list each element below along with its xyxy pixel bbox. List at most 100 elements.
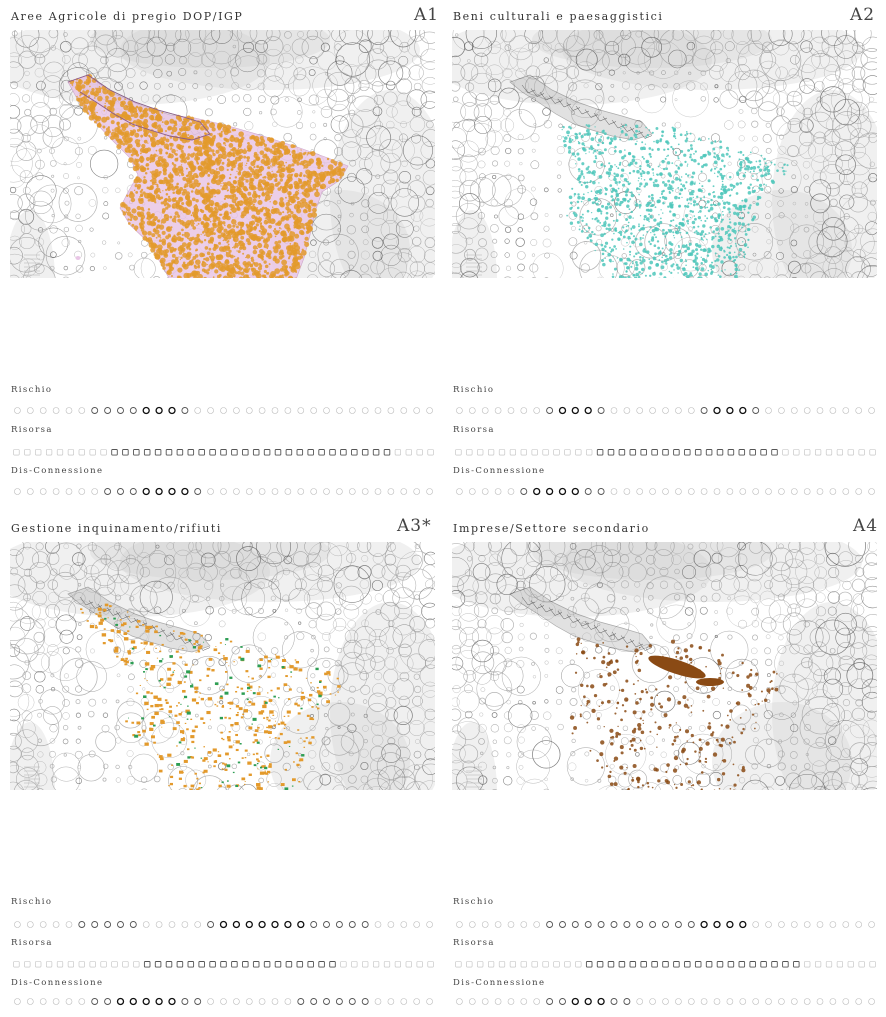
scale-mark: [477, 961, 484, 968]
scale-mark: [610, 488, 618, 495]
scale-mark: [782, 961, 789, 968]
scale-mark: [597, 407, 605, 414]
scale-mark: [456, 998, 463, 1005]
panel-code-a2: A2: [850, 5, 876, 25]
map-panel-a2: [452, 30, 877, 278]
scale-mark: [575, 961, 582, 968]
scale-mark: [816, 407, 824, 414]
scale-mark: [571, 487, 579, 496]
scale-mark: [165, 449, 173, 456]
scale-mark: [307, 449, 314, 456]
scale-mark: [271, 998, 279, 1005]
scale-mark: [687, 921, 695, 928]
scale-mark: [545, 487, 554, 496]
scale-mark: [858, 449, 865, 456]
scale-mark: [246, 998, 253, 1005]
scale-mark: [869, 449, 876, 456]
scale-mark: [816, 921, 824, 928]
scale-mark: [104, 407, 112, 414]
scale-mark: [323, 998, 330, 1005]
scale-mark: [246, 488, 253, 495]
scale-mark: [181, 921, 189, 928]
label-resource-a4: Risorsa: [453, 938, 495, 948]
scale-mark: [487, 449, 495, 456]
scale-mark: [727, 449, 735, 456]
scale-mark: [383, 961, 391, 968]
scale-mark: [481, 488, 489, 495]
scale-mark: [372, 449, 380, 456]
scale-mark: [168, 487, 176, 496]
scale-mark: [91, 488, 98, 495]
scale-mark: [129, 407, 137, 414]
scale-mark: [387, 998, 395, 1005]
scale-mark: [284, 998, 292, 1005]
scale-mark: [274, 449, 282, 456]
scale-mark: [829, 407, 837, 414]
scale-mark: [868, 488, 875, 495]
scale-mark: [413, 488, 421, 495]
scale-mark: [520, 488, 528, 495]
scale-mark: [564, 449, 571, 456]
label-disconnection-a1: Dis-Connessione: [11, 466, 104, 476]
label-risk-a1: Rischio: [11, 385, 53, 395]
scale-mark: [533, 487, 541, 496]
scale-mark: [427, 449, 434, 456]
label-resource-a2: Risorsa: [453, 425, 495, 435]
scale-mark: [607, 449, 615, 456]
scale-mark: [104, 921, 112, 928]
scale-mark: [829, 921, 837, 928]
scale-mark: [155, 487, 163, 496]
scale-mark: [596, 961, 604, 968]
scale-disconnection-a1: [11, 487, 436, 496]
scale-mark: [771, 449, 778, 456]
scale-mark: [133, 961, 140, 968]
scale-mark: [868, 407, 875, 414]
scale-mark: [194, 407, 201, 414]
scale-mark: [868, 998, 875, 1005]
scale-mark: [662, 998, 669, 1005]
scale-mark: [610, 407, 618, 414]
scale-mark: [372, 961, 380, 968]
scale-mark: [553, 449, 560, 456]
scale-mark: [674, 921, 682, 928]
scale-mark: [793, 961, 800, 968]
scale-mark: [842, 921, 850, 928]
scale-mark: [104, 488, 112, 495]
scale-mark: [749, 449, 756, 456]
scale-mark: [738, 961, 746, 968]
scale-mark: [297, 920, 305, 929]
scale-mark: [546, 407, 554, 414]
scale-mark: [323, 921, 330, 928]
scale-mark: [387, 488, 395, 495]
scale-mark: [803, 407, 811, 414]
scale-mark: [335, 998, 343, 1005]
scale-mark: [24, 961, 31, 968]
label-risk-a4: Rischio: [453, 897, 495, 907]
scale-mark: [520, 921, 528, 928]
scale-mark: [571, 997, 579, 1006]
scale-mark: [542, 449, 549, 456]
scale-mark: [111, 449, 118, 456]
scale-mark: [416, 449, 423, 456]
scale-mark: [618, 449, 626, 456]
scale-mark: [65, 921, 73, 928]
scale-mark: [558, 487, 567, 496]
scale-mark: [498, 449, 506, 456]
scale-mark: [752, 407, 760, 414]
scale-mark: [765, 998, 772, 1005]
label-risk-a3: Rischio: [11, 897, 53, 907]
map-panel-a3: [10, 542, 435, 790]
scale-mark: [765, 488, 772, 495]
scale-mark: [782, 449, 789, 456]
scale-mark: [726, 488, 734, 495]
scale-mark: [456, 921, 463, 928]
scale-mark: [481, 998, 489, 1005]
scale-mark: [65, 488, 73, 495]
scale-mark: [348, 407, 356, 414]
scale-mark: [842, 488, 850, 495]
scale-mark: [26, 921, 34, 928]
scale-mark: [100, 961, 107, 968]
scale-mark: [26, 998, 34, 1005]
scale-mark: [546, 921, 554, 928]
scale-mark: [455, 449, 462, 456]
